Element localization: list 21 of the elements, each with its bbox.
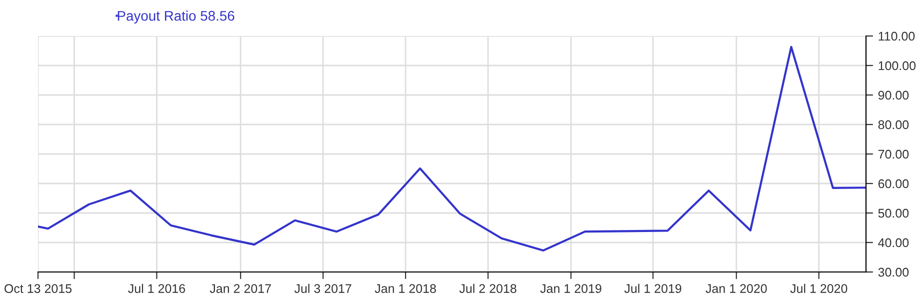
y-tick-label: 60.00: [878, 179, 909, 188]
y-tick-label: 80.00: [878, 120, 909, 130]
y-tick-label: 40.00: [878, 238, 909, 248]
x-tick-label: Jul 1 2020: [790, 284, 848, 293]
y-tick-label: 50.00: [878, 208, 909, 218]
y-tick-label: 90.00: [878, 90, 909, 100]
x-tick-label: Jul 2 2018: [459, 284, 516, 293]
x-tick-label: Jan 2 2017: [210, 284, 271, 293]
y-tick-label: 30.00: [878, 268, 909, 277]
x-tick-label: Jul 3 2017: [294, 284, 352, 293]
x-tick-label: Jul 1 2019: [624, 284, 682, 293]
line-series: [38, 46, 866, 252]
x-tick-label: Jul 1 2016: [128, 284, 186, 293]
y-tick-label: 70.00: [878, 150, 909, 159]
y-tick-label: 100.00: [878, 61, 916, 70]
x-tick-label: Oct 13 2015: [4, 284, 72, 293]
legend-label: Payout Ratio 58.56: [118, 10, 234, 24]
y-tick-label: 110.00: [878, 32, 915, 41]
x-tick-label: Jan 1 2018: [374, 284, 436, 293]
x-tick-label: Jan 1 2019: [540, 284, 602, 293]
x-tick-label: Jan 1 2020: [706, 284, 767, 293]
